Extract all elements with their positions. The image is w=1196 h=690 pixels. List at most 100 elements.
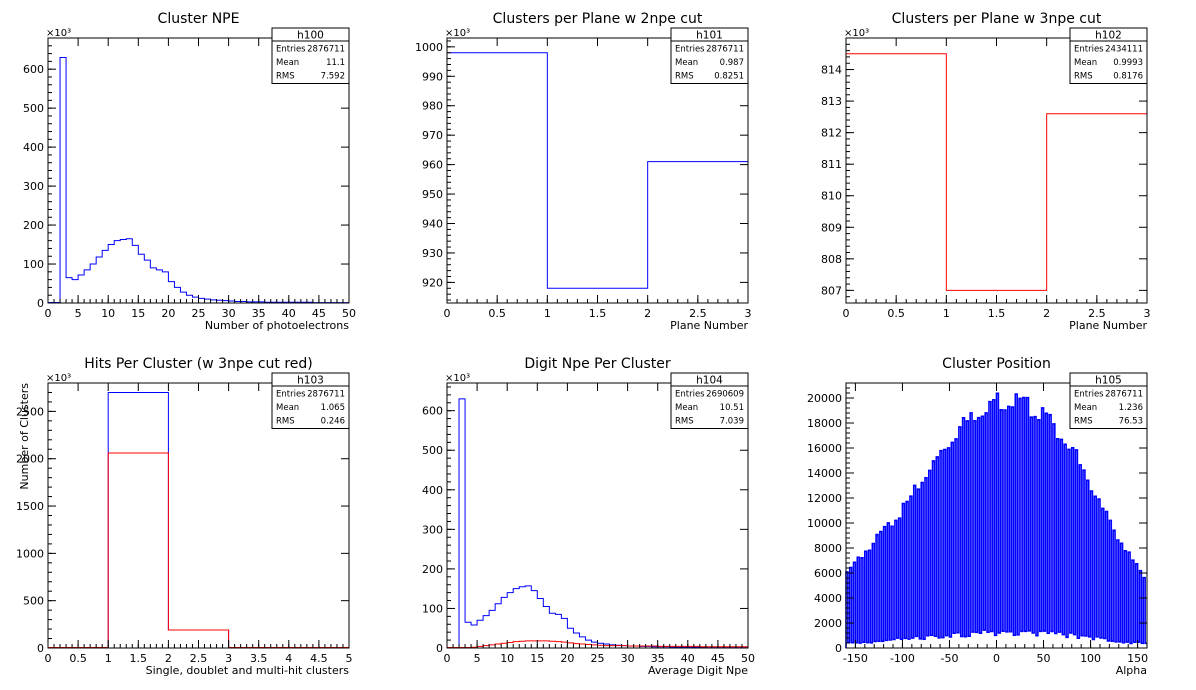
y-tick-label: 920 xyxy=(422,276,443,289)
x-tick-label: -150 xyxy=(843,652,868,665)
chart-title: Clusters per Plane w 3npe cut xyxy=(892,11,1102,27)
x-tick-label: 1 xyxy=(105,652,112,665)
stats-value: 0.9993 xyxy=(1113,58,1143,68)
stats-box: h103 Entries 2876711 Mean 1.065 RMS 0.246 xyxy=(271,372,350,429)
x-tick-label: 5 xyxy=(346,652,353,665)
x-tick-label: 2 xyxy=(1043,307,1050,320)
x-tick-label: 0 xyxy=(45,652,52,665)
histogram-series-1 xyxy=(48,391,349,648)
x-tick-label: 2.5 xyxy=(689,307,707,320)
stats-value: 1.236 xyxy=(1119,403,1143,413)
stats-box: h105 Entries 2876711 Mean 1.236 RMS 76.53 xyxy=(1069,372,1148,429)
x-tick-label: 30 xyxy=(222,307,236,320)
stats-key: Mean xyxy=(675,403,698,413)
x-tick-label: 20 xyxy=(161,307,175,320)
stats-key: RMS xyxy=(675,417,694,427)
y-multiplier-label: ×10³ xyxy=(46,28,71,39)
x-tick-label: 30 xyxy=(621,652,635,665)
x-tick-label: 10 xyxy=(101,307,115,320)
y-tick-label: 600 xyxy=(23,63,44,76)
stats-key: RMS xyxy=(276,72,295,82)
y-tick-label: 990 xyxy=(422,70,443,83)
x-tick-label: 1.5 xyxy=(988,307,1006,320)
histogram-series-1 xyxy=(845,392,1147,648)
y-multiplier-label: ×10³ xyxy=(844,28,869,39)
x-tick-label: 0.5 xyxy=(887,307,905,320)
stats-value: 0.8251 xyxy=(714,72,744,82)
x-tick-label: 0 xyxy=(444,652,451,665)
stats-key: Entries xyxy=(1074,45,1104,55)
stats-key: Mean xyxy=(276,58,299,68)
y-tick-label: 811 xyxy=(821,158,842,171)
y-tick-label: 500 xyxy=(23,102,44,115)
y-tick-label: 200 xyxy=(23,219,44,232)
chart-title: Cluster NPE xyxy=(158,11,240,27)
chart-title: Hits Per Cluster (w 3npe cut red) xyxy=(84,356,313,372)
stats-box: h101 Entries 2876711 Mean 0.987 RMS 0.8251 xyxy=(670,27,749,84)
x-tick-label: 3 xyxy=(745,307,752,320)
y-tick-label: 0 xyxy=(835,642,842,655)
y-tick-label: 100 xyxy=(422,602,443,615)
stats-value: 0.246 xyxy=(321,417,345,427)
x-axis-label: Plane Number xyxy=(670,319,748,332)
y-tick-label: 400 xyxy=(422,484,443,497)
histogram-panel-2: Clusters per Plane w 2npe cut 0 0.5 1 1.5 2 2.… xyxy=(415,11,752,332)
x-tick-label: 0 xyxy=(45,307,52,320)
x-tick-label: 0 xyxy=(843,307,850,320)
stats-value: 0.987 xyxy=(720,58,744,68)
stats-key: RMS xyxy=(675,72,694,82)
stats-key: Entries xyxy=(1074,390,1104,400)
stats-value: 2690609 xyxy=(706,390,744,400)
x-tick-label: 3.5 xyxy=(250,652,268,665)
x-tick-label: 100 xyxy=(1080,652,1101,665)
y-tick-label: 960 xyxy=(422,159,443,172)
x-tick-label: 25 xyxy=(192,307,206,320)
stats-value: 1.065 xyxy=(321,403,345,413)
stats-key: RMS xyxy=(1074,417,1093,427)
x-tick-label: 5 xyxy=(474,652,481,665)
y-tick-label: 807 xyxy=(821,284,842,297)
y-tick-label: 1000 xyxy=(415,41,443,54)
stats-box: h102 Entries 2434111 Mean 0.9993 RMS 0.8176 xyxy=(1069,27,1148,84)
y-tick-label: 500 xyxy=(422,444,443,457)
x-tick-label: 25 xyxy=(591,652,605,665)
chart-title: Cluster Position xyxy=(942,356,1051,372)
y-tick-label: 12000 xyxy=(807,492,842,505)
histogram-series-1 xyxy=(447,398,748,649)
y-tick-label: 950 xyxy=(422,188,443,201)
y-tick-label: 980 xyxy=(422,100,443,113)
histogram-series-1 xyxy=(48,56,349,304)
x-tick-label: 10 xyxy=(500,652,514,665)
y-tick-label: 1500 xyxy=(16,500,44,513)
histogram-panel-6: Cluster Position -150 -100 -50 0 50 100 150 0 200… xyxy=(807,356,1148,677)
stats-box-name: h100 xyxy=(297,30,324,42)
y-tick-label: 930 xyxy=(422,247,443,260)
x-tick-label: 20 xyxy=(560,652,574,665)
y-tick-label: 2000 xyxy=(16,453,44,466)
x-tick-label: 50 xyxy=(342,307,356,320)
x-axis-label: Average Digit Npe xyxy=(648,664,748,677)
stats-key: Mean xyxy=(276,403,299,413)
x-tick-label: 3 xyxy=(225,652,232,665)
stats-value: 7.592 xyxy=(321,72,345,82)
x-tick-label: 1 xyxy=(943,307,950,320)
x-tick-label: 40 xyxy=(681,652,695,665)
y-tick-label: 0 xyxy=(37,642,44,655)
stats-box: h104 Entries 2690609 Mean 10.51 RMS 7.039 xyxy=(670,372,749,429)
stats-value: 2876711 xyxy=(1105,390,1143,400)
x-tick-label: 1 xyxy=(544,307,551,320)
y-tick-label: 300 xyxy=(422,523,443,536)
y-tick-label: 600 xyxy=(422,405,443,418)
stats-box-name: h101 xyxy=(696,30,723,42)
x-tick-label: 1.5 xyxy=(130,652,148,665)
y-tick-label: 0 xyxy=(436,642,443,655)
x-tick-label: 5 xyxy=(75,307,82,320)
x-tick-label: 3 xyxy=(1144,307,1151,320)
stats-box-name: h103 xyxy=(297,375,324,387)
y-tick-label: 940 xyxy=(422,218,443,231)
x-tick-label: 35 xyxy=(252,307,266,320)
y-tick-label: 14000 xyxy=(807,467,842,480)
stats-box-frame xyxy=(670,372,749,429)
x-tick-label: 35 xyxy=(651,652,665,665)
x-tick-label: 2.5 xyxy=(1088,307,1106,320)
